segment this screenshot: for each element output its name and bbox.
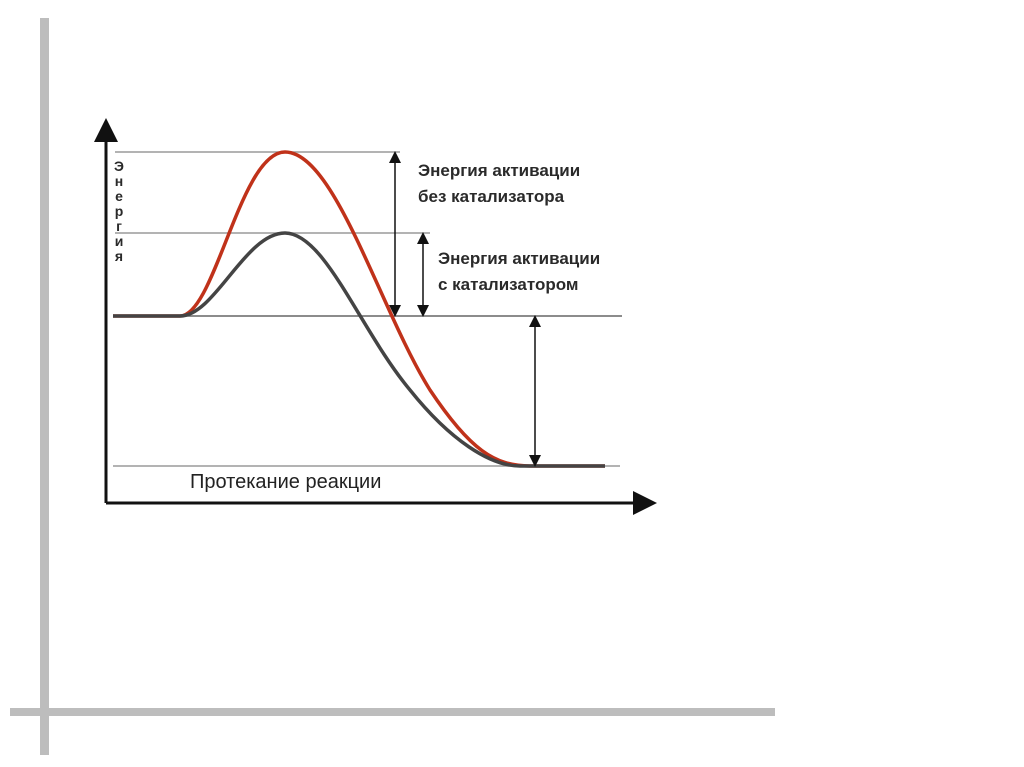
annotation: Энергия активации [438, 249, 600, 268]
frame-horizontal [10, 708, 775, 716]
frame-vertical [40, 18, 49, 755]
annotation: с катализатором [438, 275, 578, 294]
curve-uncatalyzed [113, 150, 605, 468]
curve-catalyzed [113, 231, 605, 468]
annotation: без катализатора [418, 187, 565, 206]
y-axis-label: Энергия [111, 158, 127, 263]
annotation: Энергия активации [418, 161, 580, 180]
x-axis-label: Протекание реакции [190, 471, 381, 493]
